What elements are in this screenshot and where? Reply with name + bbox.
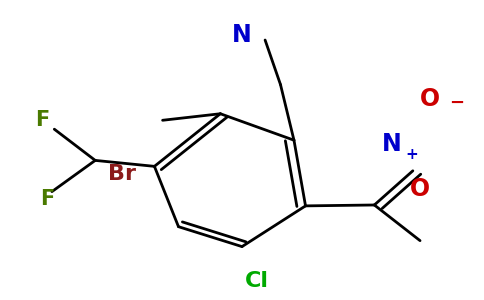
Text: F: F xyxy=(35,110,49,130)
Text: F: F xyxy=(40,189,54,209)
Text: O: O xyxy=(410,177,430,201)
Text: N: N xyxy=(381,132,401,156)
Text: Cl: Cl xyxy=(244,271,269,291)
Text: Br: Br xyxy=(108,164,136,184)
Text: N: N xyxy=(232,23,252,47)
Text: −: − xyxy=(449,93,464,111)
Text: +: + xyxy=(406,147,418,162)
Text: O: O xyxy=(420,88,440,112)
